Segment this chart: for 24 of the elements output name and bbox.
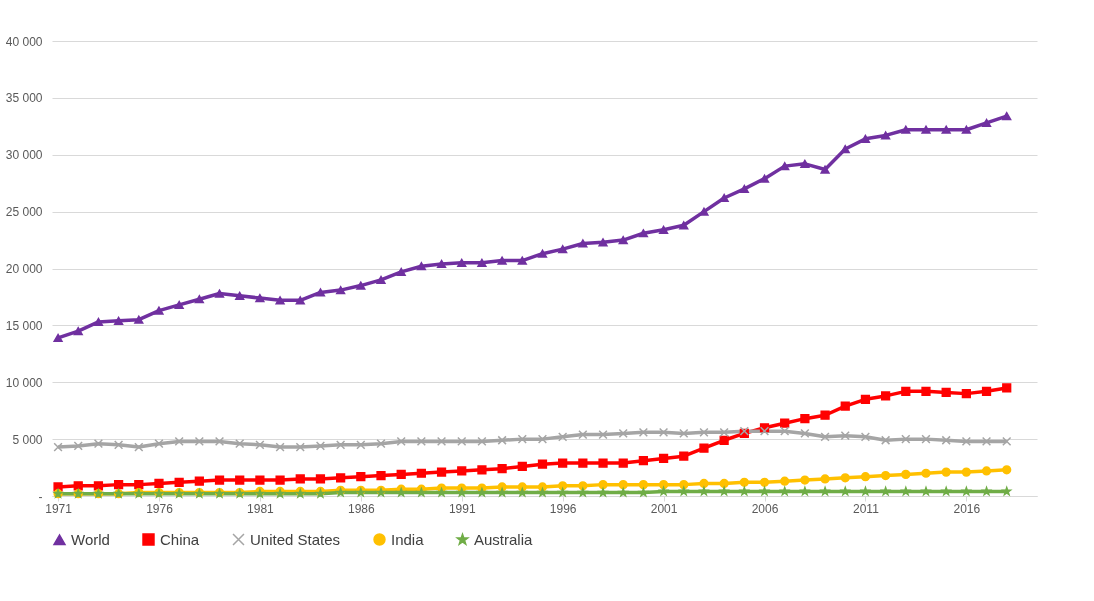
- y-tick-label: 30 000: [5, 148, 43, 163]
- x-tick-label: 1971: [45, 501, 73, 516]
- x-tick-label: 1996: [549, 501, 577, 516]
- y-tick-label: 40 000: [5, 34, 43, 49]
- x-tick-label: 1991: [448, 501, 476, 516]
- y-tick-label: 20 000: [5, 262, 43, 276]
- legend-label: China: [160, 530, 200, 548]
- x-tick-label: 2006: [751, 501, 779, 516]
- legend-label: United States: [250, 530, 341, 548]
- y-tick-label: 5 000: [12, 432, 43, 447]
- x-tick-label: 1986: [347, 501, 375, 516]
- y-tick-label: 15 000: [5, 318, 43, 333]
- y-tick-label: 35 000: [5, 91, 43, 106]
- x-tick-label: 2001: [650, 501, 678, 516]
- legend-label: Australia: [474, 530, 534, 548]
- x-tick-label: 2011: [853, 501, 880, 516]
- x-tick-label: 2016: [953, 501, 981, 516]
- x-tick-label: 1981: [247, 501, 275, 516]
- x-tick-label: 1976: [146, 501, 174, 516]
- y-tick-label: 10 000: [5, 375, 43, 390]
- y-tick-label: -: [38, 489, 43, 504]
- legend-label: India: [391, 530, 425, 548]
- y-tick-label: 25 000: [5, 205, 43, 220]
- legend-label: World: [71, 530, 110, 548]
